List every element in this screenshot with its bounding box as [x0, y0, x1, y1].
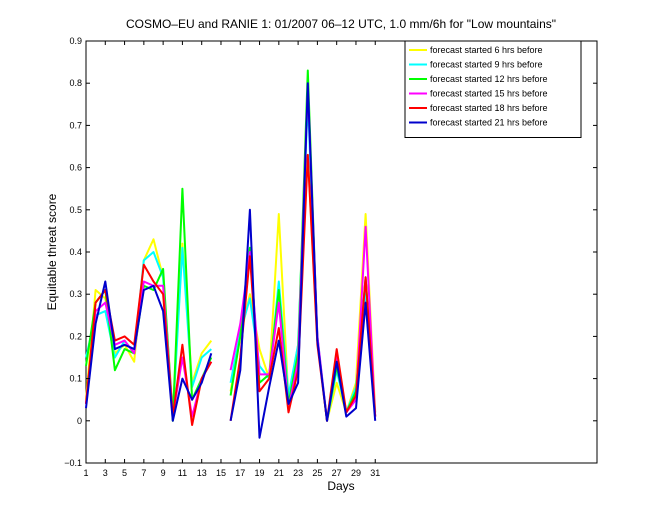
- x-tick-label: 27: [332, 468, 342, 478]
- x-tick-label: 7: [141, 468, 146, 478]
- x-tick-label: 5: [122, 468, 127, 478]
- x-tick-label: 25: [312, 468, 322, 478]
- x-tick-label: 11: [178, 468, 187, 478]
- x-tick-label: 23: [293, 468, 303, 478]
- y-tick-label: 0: [77, 416, 82, 426]
- x-tick-label: 3: [103, 468, 108, 478]
- x-tick-label: 9: [161, 468, 166, 478]
- legend-entry: forecast started 6 hrs before: [430, 45, 543, 55]
- x-tick-label: 31: [370, 468, 380, 478]
- chart-title: COSMO–EU and RANIE 1: 01/2007 06–12 UTC,…: [126, 17, 556, 31]
- y-tick-label: 0.3: [69, 289, 82, 299]
- x-tick-label: 29: [351, 468, 361, 478]
- x-tick-label: 13: [197, 468, 207, 478]
- y-tick-label: 0.7: [69, 120, 82, 130]
- legend-entry: forecast started 12 hrs before: [430, 74, 548, 84]
- y-tick-label: −0.1: [64, 458, 82, 468]
- x-tick-label: 15: [216, 468, 226, 478]
- x-tick-label: 19: [255, 468, 265, 478]
- y-tick-label: 0.1: [69, 374, 82, 384]
- y-tick-label: 0.5: [69, 205, 82, 215]
- x-tick-label: 17: [235, 468, 245, 478]
- y-tick-label: 0.2: [69, 331, 82, 341]
- series-line-6: [85, 82, 377, 439]
- y-tick-label: 0.8: [69, 78, 82, 88]
- legend-box: [404, 40, 582, 138]
- series-group: [85, 69, 377, 439]
- legend-entry: forecast started 21 hrs before: [430, 118, 548, 128]
- legend: forecast started 6 hrs before forecast st…: [404, 40, 582, 138]
- x-tick-label: 21: [274, 468, 284, 478]
- legend-entry: forecast started 9 hrs before: [430, 60, 543, 70]
- y-tick-label: 0.4: [69, 247, 82, 257]
- ticks-group: 1 3 5 7 9 11 13 15 17 19 21 23 25 27 29 31−0.100.10.20.…: [64, 36, 597, 478]
- y-tick-label: 0.9: [69, 36, 82, 46]
- legend-entry: forecast started 15 hrs before: [430, 89, 548, 99]
- legend-entry: forecast started 18 hrs before: [430, 103, 548, 113]
- x-axis-label: Days: [327, 479, 354, 493]
- y-tick-label: 0.6: [69, 163, 82, 173]
- x-tick-label: 1: [83, 468, 88, 478]
- y-axis-label: Equitable threat score: [45, 193, 59, 310]
